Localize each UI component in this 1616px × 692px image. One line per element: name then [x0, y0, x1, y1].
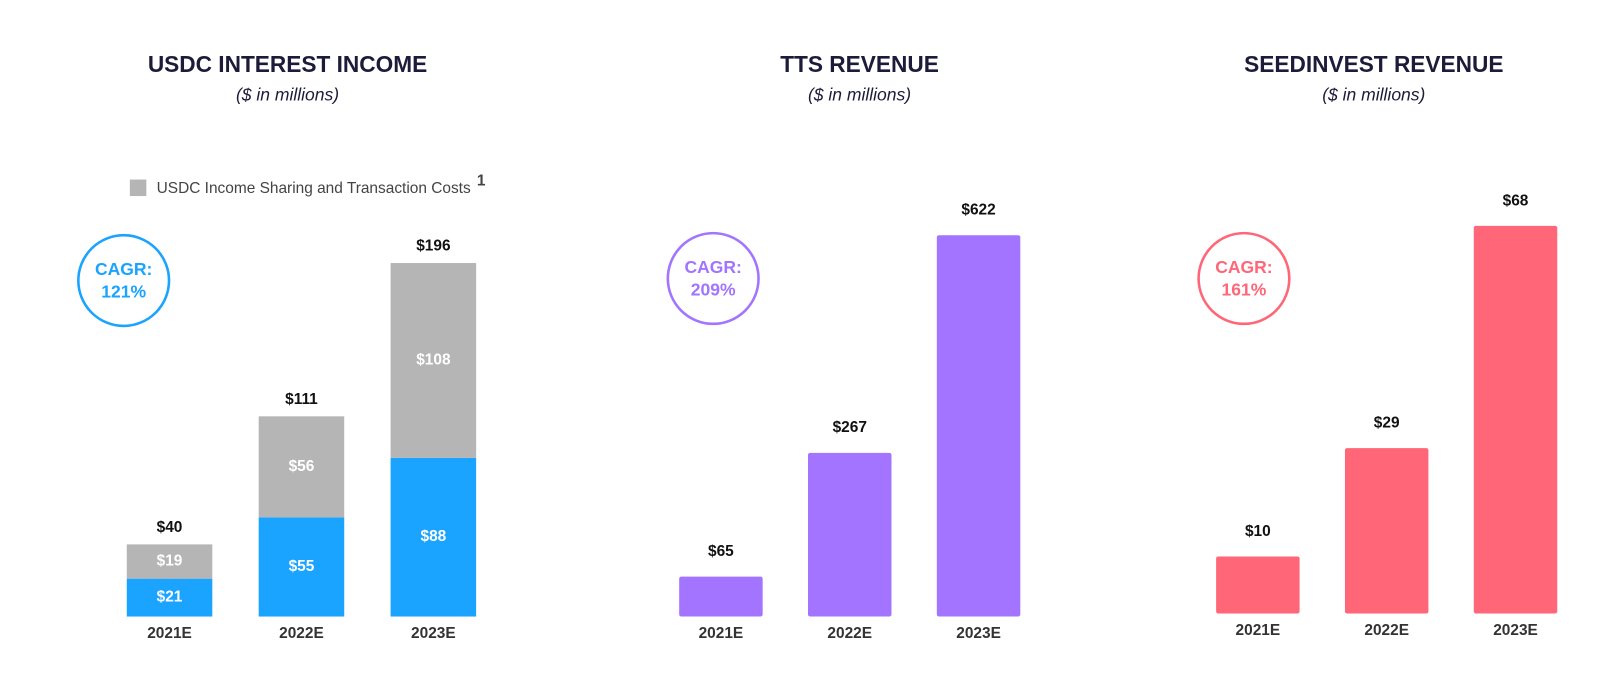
- segment-label: $56: [289, 458, 315, 475]
- cagr-circle: [666, 231, 760, 326]
- bar-segment: [258, 517, 345, 617]
- x-tick-label: 2023E: [411, 625, 456, 642]
- bar: [936, 235, 1021, 617]
- bar: [1344, 448, 1429, 614]
- bar: [679, 576, 763, 617]
- bar-segment: [258, 416, 345, 518]
- legend-swatch: [129, 179, 147, 197]
- cagr-value: 209%: [691, 279, 736, 299]
- x-tick-label: 2023E: [956, 625, 1001, 642]
- value-label: $29: [1374, 415, 1400, 432]
- legend-note: 1: [477, 173, 486, 190]
- x-tick-label: 2022E: [827, 625, 872, 642]
- cagr-circle: [1197, 231, 1291, 326]
- chart-subtitle: ($ in millions): [236, 85, 339, 105]
- segment-label: $88: [420, 528, 446, 545]
- segment-label: $55: [289, 558, 315, 575]
- value-label: $10: [1245, 523, 1271, 540]
- x-tick-label: 2021E: [699, 625, 744, 642]
- cagr-label: CAGR:: [95, 259, 152, 279]
- value-label: $65: [708, 543, 734, 560]
- value-label: $267: [833, 419, 867, 436]
- x-tick-label: 2022E: [279, 625, 324, 642]
- legend-label: USDC Income Sharing and Transaction Cost…: [157, 180, 471, 197]
- x-tick-label: 2021E: [1236, 622, 1281, 639]
- chart-subtitle: ($ in millions): [808, 85, 911, 105]
- cagr-value: 121%: [101, 282, 146, 302]
- value-label: $68: [1503, 192, 1529, 209]
- segment-label: $21: [157, 589, 183, 606]
- chart-title: USDC INTEREST INCOME: [148, 51, 427, 77]
- bar-segment: [126, 544, 213, 579]
- bar: [808, 452, 892, 617]
- total-label: $196: [416, 238, 451, 255]
- cagr-label: CAGR:: [684, 257, 741, 277]
- chart-title: TTS REVENUE: [780, 51, 939, 77]
- segment-label: $108: [416, 352, 451, 369]
- bar-segment: [126, 578, 213, 617]
- cagr-label: CAGR:: [1215, 257, 1272, 277]
- total-label: $40: [157, 519, 183, 536]
- bar: [1473, 225, 1558, 614]
- chart-subtitle: ($ in millions): [1322, 85, 1425, 105]
- value-label: $622: [961, 202, 995, 219]
- cagr-value: 161%: [1222, 279, 1267, 299]
- x-tick-label: 2022E: [1364, 622, 1409, 639]
- chart-title: SEEDINVEST REVENUE: [1244, 51, 1503, 77]
- x-tick-label: 2023E: [1493, 622, 1538, 639]
- cagr-circle: [77, 233, 171, 328]
- x-tick-label: 2021E: [147, 625, 192, 642]
- total-label: $111: [285, 391, 318, 408]
- bar-segment: [390, 263, 477, 458]
- bar: [1216, 556, 1300, 614]
- bar-segment: [390, 457, 477, 617]
- segment-label: $19: [157, 553, 183, 570]
